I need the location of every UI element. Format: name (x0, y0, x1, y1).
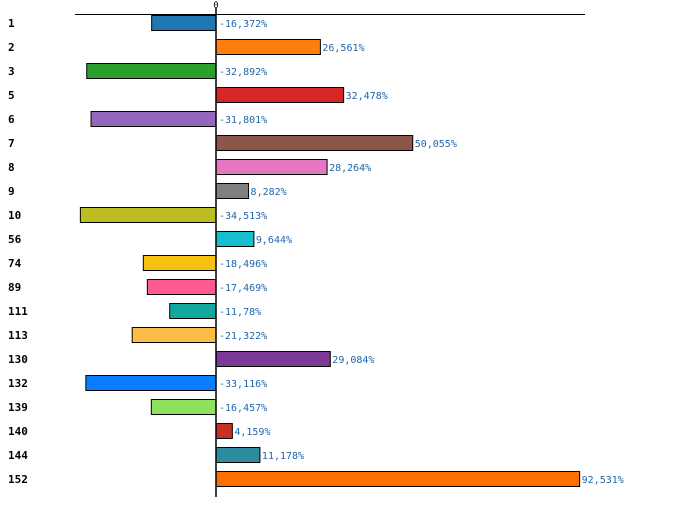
category-label-2: 2 (8, 41, 15, 54)
value-label-140: 4,159% (234, 427, 270, 438)
bar-9 (215, 183, 250, 199)
zero-tick-label: 0 (213, 1, 218, 11)
value-label-111: -11,78% (219, 307, 261, 318)
category-label-144: 144 (8, 449, 28, 462)
bar-139 (150, 399, 217, 415)
bar-2 (215, 39, 321, 55)
labels-layer: 1 -16,372% 2 26,561% 3 -32,892% 5 32,478% 6 -31,8… (8, 17, 624, 486)
value-label-2: 26,561% (322, 43, 364, 54)
category-label-3: 3 (8, 65, 15, 78)
value-label-8: 28,264% (329, 163, 371, 174)
value-label-152: 92,531% (582, 475, 624, 486)
value-label-130: 29,084% (332, 355, 374, 366)
value-label-139: -16,457% (219, 403, 267, 414)
category-label-6: 6 (8, 113, 15, 126)
category-label-89: 89 (8, 281, 21, 294)
bar-144 (215, 447, 261, 463)
bar-113 (131, 327, 217, 343)
value-label-1: -16,372% (219, 19, 267, 30)
bars-layer (79, 15, 581, 487)
value-label-132: -33,116% (219, 379, 267, 390)
bar-140 (215, 423, 233, 439)
category-label-113: 113 (8, 329, 28, 342)
bar-132 (85, 375, 217, 391)
bar-8 (215, 159, 328, 175)
category-label-139: 139 (8, 401, 28, 414)
value-label-74: -18,496% (219, 259, 267, 270)
category-label-5: 5 (8, 89, 15, 102)
bar-152 (215, 471, 581, 487)
value-label-5: 32,478% (346, 91, 388, 102)
bar-74 (142, 255, 217, 271)
bar-89 (146, 279, 217, 295)
category-label-132: 132 (8, 377, 28, 390)
bar-5 (215, 87, 345, 103)
value-label-144: 11,178% (262, 451, 304, 462)
bar-130 (215, 351, 331, 367)
category-label-7: 7 (8, 137, 15, 150)
category-label-74: 74 (8, 257, 22, 270)
value-label-6: -31,801% (219, 115, 267, 126)
value-label-113: -21,322% (219, 331, 267, 342)
category-label-152: 152 (8, 473, 28, 486)
value-label-9: 8,282% (251, 187, 287, 198)
category-label-10: 10 (8, 209, 21, 222)
category-label-9: 9 (8, 185, 15, 198)
bar-10 (79, 207, 217, 223)
value-label-56: 9,644% (256, 235, 292, 246)
category-label-8: 8 (8, 161, 15, 174)
bar-6 (90, 111, 217, 127)
bar-111 (169, 303, 217, 319)
value-label-3: -32,892% (219, 67, 267, 78)
bar-7 (215, 135, 414, 151)
bar-56 (215, 231, 255, 247)
bar-1 (151, 15, 217, 31)
value-label-89: -17,469% (219, 283, 267, 294)
category-label-130: 130 (8, 353, 28, 366)
bar-3 (86, 63, 217, 79)
category-label-1: 1 (8, 17, 15, 30)
value-label-7: 50,055% (415, 139, 457, 150)
category-label-56: 56 (8, 233, 22, 246)
category-label-140: 140 (8, 425, 28, 438)
value-label-10: -34,513% (219, 211, 267, 222)
category-label-111: 111 (8, 305, 28, 318)
